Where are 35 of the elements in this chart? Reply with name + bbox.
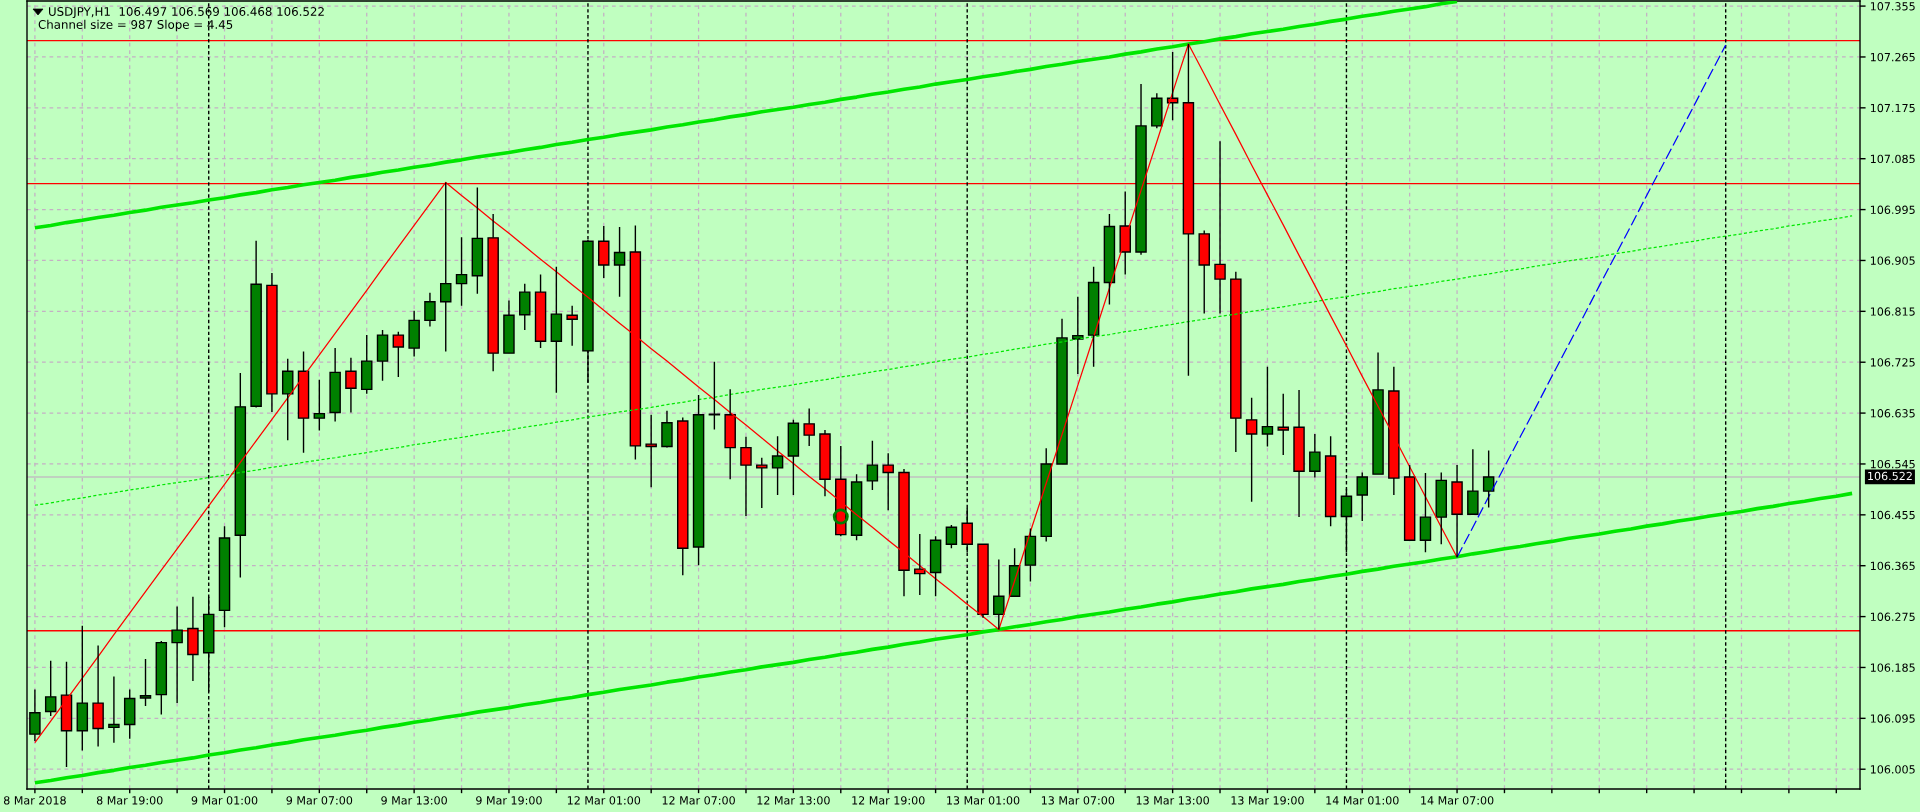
y-tick-label: 106.185 [1870,663,1915,672]
x-tick-label: 14 Mar 07:00 [1421,796,1494,805]
x-tick-label: 8 Mar 2018 [3,796,66,805]
y-tick-label: 106.275 [1870,612,1915,621]
x-tick-label: 13 Mar 13:00 [1136,796,1209,805]
y-tick-label: 106.545 [1870,459,1915,469]
x-tick-label: 12 Mar 19:00 [852,796,925,805]
x-tick-label: 9 Mar 13:00 [381,796,447,805]
x-tick-label: 13 Mar 19:00 [1231,796,1304,805]
y-tick-label: 107.175 [1870,103,1915,113]
y-tick-label: 106.635 [1870,409,1915,418]
y-tick-label: 106.455 [1870,510,1915,520]
y-tick-label: 106.725 [1870,358,1915,367]
x-tick-label: 13 Mar 07:00 [1041,796,1115,805]
annotation: Channel size = 987 Slope = 4.45 [38,19,233,32]
ref-line-label: 106.522 [1868,471,1912,481]
y-tick-label: 106.365 [1870,561,1915,571]
y-tick-label: 106.905 [1870,256,1915,265]
x-tick-label: 14 Mar 01:00 [1326,796,1399,805]
y-tick-label: 106.005 [1870,765,1915,774]
x-tick-label: 8 Mar 19:00 [96,796,163,805]
x-tick-label: 12 Mar 01:00 [567,796,641,805]
x-tick-label: 9 Mar 01:00 [191,796,258,805]
y-tick-label: 107.085 [1870,154,1915,164]
y-tick-label: 106.995 [1870,205,1915,214]
x-tick-label: 9 Mar 19:00 [476,796,542,805]
y-tick-label: 106.815 [1870,307,1915,316]
x-tick-label: 13 Mar 01:00 [947,796,1020,805]
y-tick-label: 107.355 [1870,2,1915,11]
y-tick-label: 107.265 [1870,52,1915,62]
y-tick-label: 106.095 [1870,714,1915,723]
chart-title: USDJPY,H1 106.497 106.569 106.468 106.522 [49,7,324,19]
x-tick-label: 12 Mar 07:00 [662,796,735,805]
x-tick-label: 12 Mar 13:00 [757,796,830,805]
x-tick-label: 9 Mar 07:00 [286,796,353,805]
